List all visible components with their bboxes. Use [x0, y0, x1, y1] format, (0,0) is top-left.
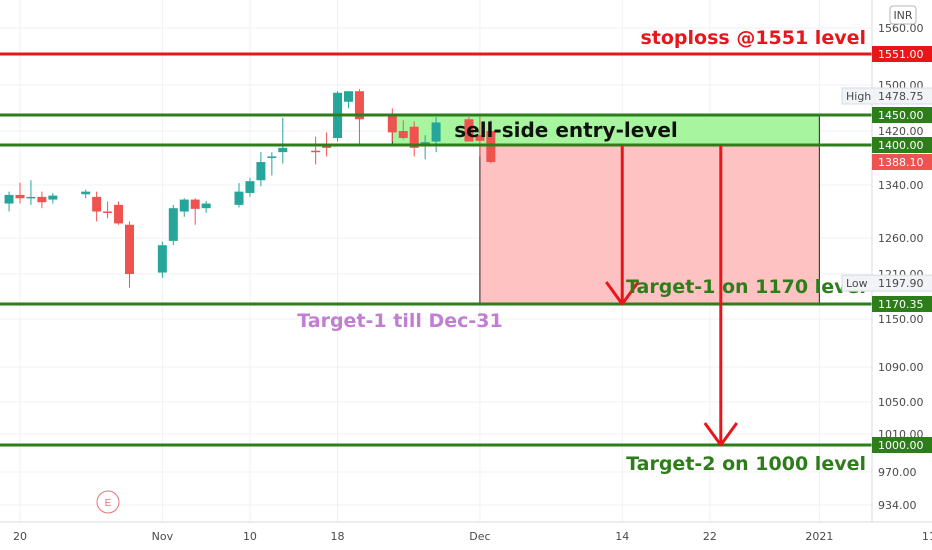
- candle-body: [278, 147, 288, 153]
- candle-body: [409, 126, 419, 148]
- target2-label: Target-2 on 1000 level: [626, 453, 866, 475]
- price-tick-label: 970.00: [878, 466, 917, 479]
- level-price-tag: [872, 107, 932, 123]
- candle-body: [37, 196, 47, 203]
- price-axis-tags: 1551.00 1450.00 1400.00 1170.35 1000.00 High 1…: [841, 46, 932, 453]
- time-tick-label: 20: [13, 530, 27, 543]
- price-tick-label: 934.00: [878, 499, 917, 512]
- level-price-tag-label: 1450.00: [878, 109, 924, 122]
- target1-until-label: Target-1 till Dec-31: [297, 310, 502, 332]
- last-price-tag-label: 1388.10: [878, 156, 924, 169]
- hl-tag-name: High: [846, 90, 871, 103]
- level-price-tag-label: 1551.00: [878, 48, 924, 61]
- time-tick-label: 2021: [805, 530, 833, 543]
- candle-body: [114, 204, 124, 224]
- time-axis[interactable]: 20 Nov 10 18 Dec 14 22 2021 11: [0, 521, 932, 543]
- hl-tag-value: 1478.75: [878, 90, 924, 103]
- candle-body: [92, 196, 102, 212]
- stoploss-label: stoploss @1551 level: [640, 27, 866, 49]
- candle-body: [234, 191, 244, 205]
- candle-body: [387, 113, 397, 133]
- price-tick-label: 1050.00: [878, 396, 924, 409]
- candle-body: [431, 122, 441, 142]
- price-tick-label: 1260.00: [878, 232, 924, 245]
- candle-body: [81, 191, 91, 195]
- levels: [0, 52, 872, 447]
- candle-body: [344, 91, 353, 102]
- arrow-head: [703, 422, 739, 447]
- price-tick-label: 1560.00: [878, 22, 924, 35]
- level-price-tag-label: 1170.35: [878, 298, 924, 311]
- zone-sell-side-entry-level: [391, 114, 820, 146]
- candle-body: [256, 162, 266, 181]
- time-tick-label: 11: [922, 530, 932, 543]
- candle-body: [420, 142, 430, 144]
- candle-body: [398, 131, 408, 138]
- price-axis-bg: [872, 0, 932, 522]
- candle-body: [464, 119, 474, 142]
- level-price-tag-label: 1000.00: [878, 439, 924, 452]
- candle-body: [157, 245, 167, 273]
- time-tick-label: Nov: [152, 530, 174, 543]
- last-price-tag: [872, 154, 932, 170]
- candle-body: [179, 199, 189, 212]
- zone-target-zone: [479, 144, 820, 305]
- currency-badge-box: [889, 5, 917, 25]
- candle-body: [486, 131, 496, 163]
- candle-body: [201, 203, 211, 209]
- zones: [391, 114, 820, 305]
- candle-body: [190, 199, 200, 209]
- hl-tag-box: [841, 274, 932, 292]
- hl-tag-box: [841, 87, 932, 105]
- level-price-tag: [872, 137, 932, 153]
- time-tick-label: 22: [703, 530, 717, 543]
- arrow-head: [605, 281, 640, 306]
- candle-body: [168, 208, 178, 241]
- level-price-tag-label: 1400.00: [878, 139, 924, 152]
- earnings-event-marker[interactable]: E: [96, 490, 120, 514]
- price-tick-label: 1150.00: [878, 313, 924, 326]
- currency-badge[interactable]: INR: [889, 5, 917, 25]
- candle-body: [48, 195, 58, 200]
- candle-body: [103, 211, 113, 213]
- level-price-tag: [872, 296, 932, 312]
- time-tick-label: 14: [615, 530, 629, 543]
- time-tick-label: 10: [243, 530, 257, 543]
- candle-body: [475, 135, 485, 141]
- level-price-tag: [872, 437, 932, 453]
- hl-tag-value: 1197.90: [878, 277, 924, 290]
- time-tick-label: Dec: [469, 530, 490, 543]
- candle-body: [245, 181, 255, 193]
- price-tick-label: 1090.00: [878, 361, 924, 374]
- candle-body: [267, 156, 277, 158]
- currency-badge-label: INR: [893, 9, 912, 22]
- price-axis[interactable]: 1560.001500.001420.001340.001260.001210.…: [871, 0, 932, 522]
- event-marker-circle: [96, 490, 120, 514]
- candle-body: [4, 194, 14, 204]
- price-tick-label: 1340.00: [878, 179, 924, 192]
- arrows: [605, 145, 739, 447]
- candle-body: [15, 194, 25, 199]
- candle-body: [26, 196, 36, 199]
- target1-label: Target-1 on 1170 level: [626, 276, 866, 298]
- price-tick-label: 1420.00: [878, 125, 924, 138]
- candle-body: [311, 150, 321, 153]
- candle-body: [125, 224, 134, 274]
- hl-tag-name: Low: [846, 277, 868, 290]
- candle-body: [354, 91, 364, 120]
- time-tick-label: 18: [331, 530, 345, 543]
- event-marker-label: E: [105, 498, 112, 509]
- entry-zone-label: sell-side entry-level: [454, 118, 678, 142]
- annotation-labels: stoploss @1551 level sell-side entry-lev…: [297, 27, 866, 475]
- level-price-tag: [872, 46, 932, 62]
